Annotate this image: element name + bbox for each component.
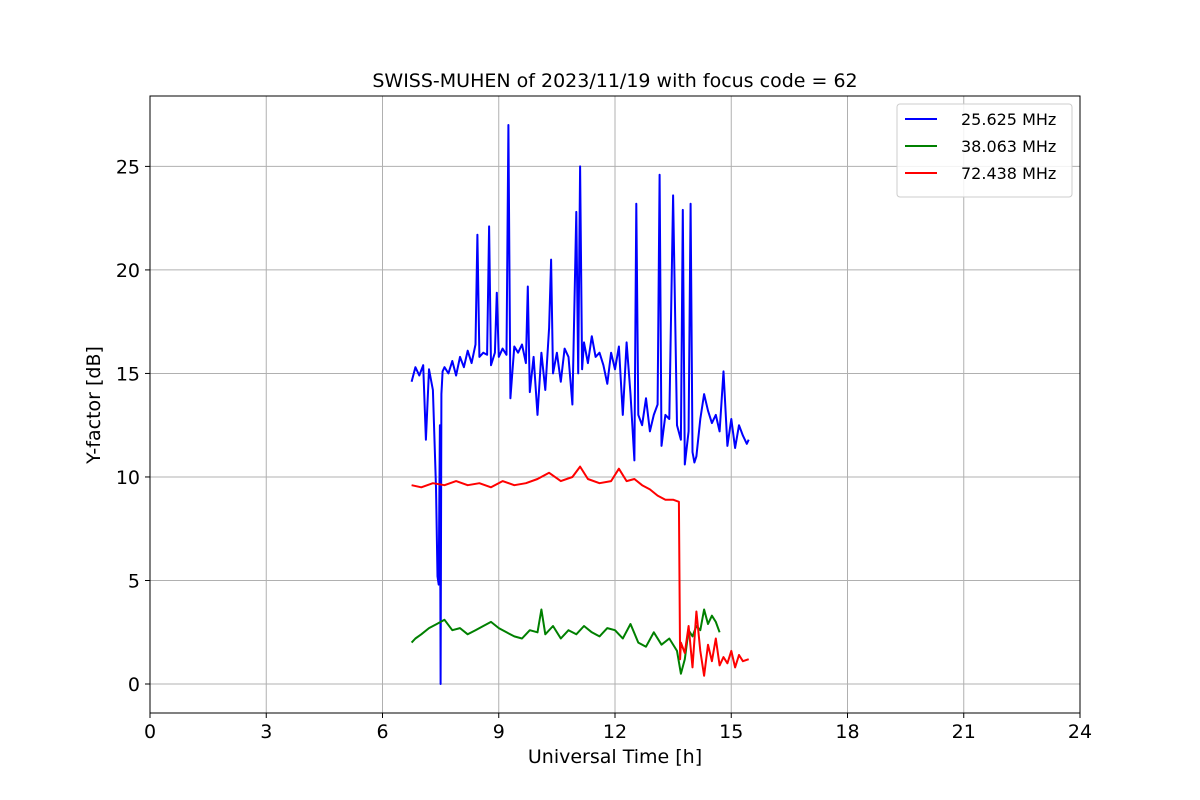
- x-tick-label: 12: [603, 721, 627, 743]
- legend: 25.625 MHz 38.063 MHz 72.438 MHz: [896, 103, 1073, 198]
- series-line-0: [410, 124, 750, 685]
- x-tick-label: 6: [376, 721, 388, 743]
- y-tick-label: 5: [128, 570, 140, 592]
- y-tick-label: 0: [128, 674, 140, 696]
- legend-label: 25.625 MHz: [961, 110, 1056, 129]
- x-tick-label: 9: [493, 721, 505, 743]
- legend-label: 38.063 MHz: [961, 137, 1056, 156]
- y-tick-label: 10: [116, 467, 140, 489]
- x-tick-label: 3: [260, 721, 272, 743]
- ticks: 0 3 6 9 12 15 18 21 24 0 5 10 15 20 25: [116, 156, 1092, 743]
- y-tick-label: 15: [116, 363, 140, 385]
- chart-title: SWISS-MUHEN of 2023/11/19 with focus cod…: [372, 70, 857, 92]
- series-line-2: [411, 465, 750, 677]
- x-tick-label: 24: [1068, 721, 1092, 743]
- legend-box: [896, 103, 1073, 198]
- x-axis-label: Universal Time [h]: [528, 746, 702, 768]
- legend-label: 72.438 MHz: [961, 164, 1056, 183]
- x-tick-label: 21: [952, 721, 976, 743]
- y-tick-label: 25: [116, 156, 140, 178]
- x-tick-label: 0: [144, 721, 156, 743]
- series-layer: [410, 124, 750, 685]
- x-tick-label: 15: [719, 721, 743, 743]
- x-tick-label: 18: [835, 721, 859, 743]
- y-tick-label: 20: [116, 260, 140, 282]
- y-axis-label: Y-factor [dB]: [83, 346, 105, 465]
